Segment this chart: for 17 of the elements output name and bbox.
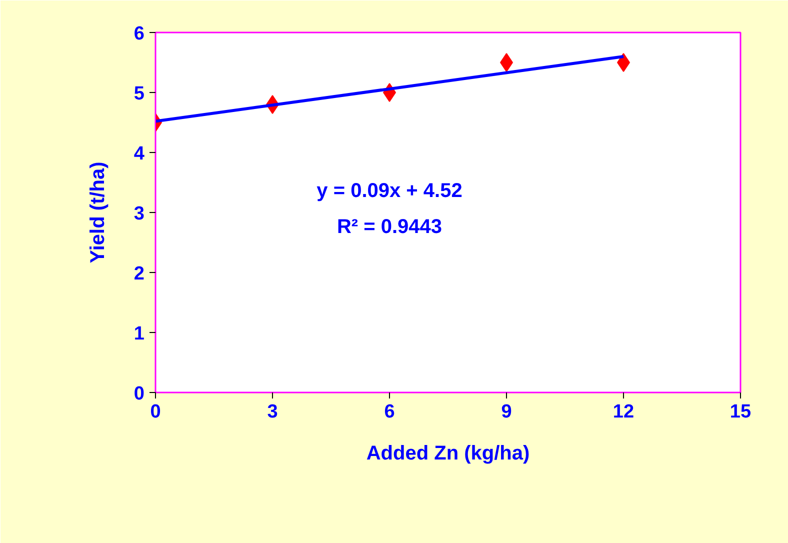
x-axis-title: Added Zn (kg/ha) xyxy=(366,442,530,464)
x-tick-label: 3 xyxy=(267,402,278,422)
annotation: y = 0.09x + 4.52 xyxy=(316,180,462,202)
y-tick-label: 3 xyxy=(134,204,145,224)
y-axis-title: Yield (t/ha) xyxy=(86,162,109,264)
y-tick-label: 6 xyxy=(134,24,145,44)
x-tick-label: 9 xyxy=(501,402,512,422)
x-tick-label: 0 xyxy=(150,402,161,422)
x-tick-label: 12 xyxy=(612,402,634,422)
y-tick-label: 1 xyxy=(134,324,145,344)
y-tick-label: 0 xyxy=(134,384,145,404)
y-tick-label: 4 xyxy=(134,144,145,164)
annotation: R² = 0.9443 xyxy=(336,216,442,238)
y-tick-label: 2 xyxy=(134,264,145,284)
x-tick-label: 6 xyxy=(384,402,395,422)
y-tick-label: 5 xyxy=(134,84,145,104)
x-tick-label: 15 xyxy=(730,402,752,422)
